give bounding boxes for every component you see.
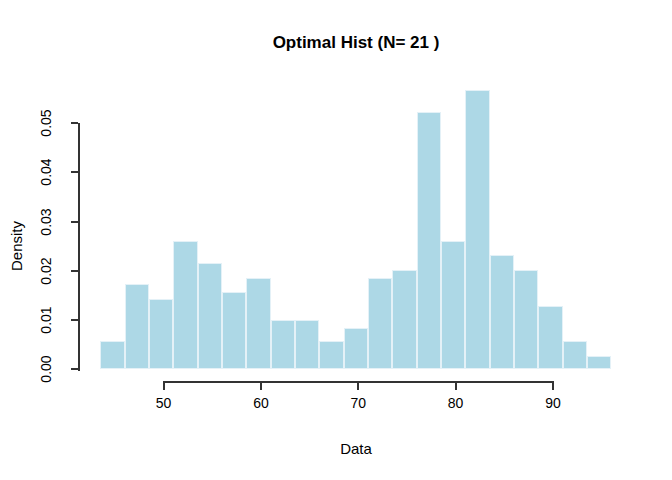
histogram-bar [368, 278, 392, 369]
x-tick-mark [357, 381, 359, 390]
histogram-bar [149, 299, 173, 369]
x-tick-mark [260, 381, 262, 390]
histogram-bar [538, 306, 562, 369]
histogram-bar [465, 90, 489, 369]
histogram-bar [344, 328, 368, 369]
histogram-bar [587, 356, 611, 369]
histogram-bar [417, 112, 441, 369]
y-tick-label: 0.05 [38, 110, 54, 137]
histogram-bar [173, 241, 197, 369]
x-tick-label: 60 [253, 395, 269, 411]
x-axis-title: Data [340, 440, 372, 457]
histogram-bar [125, 284, 149, 369]
x-tick-mark [163, 381, 165, 390]
y-tick-label: 0.04 [38, 159, 54, 186]
y-tick-mark [71, 122, 78, 124]
y-tick-mark [71, 221, 78, 223]
y-tick-label: 0.01 [38, 306, 54, 333]
x-tick-mark [552, 381, 554, 390]
histogram-bar [319, 341, 343, 369]
histogram-figure: Optimal Hist (N= 21 ) Data Density 0.00 0… [0, 0, 672, 480]
y-axis-line [78, 123, 80, 371]
histogram-bar [490, 255, 514, 369]
y-tick-mark [71, 319, 78, 321]
y-tick-mark [71, 171, 78, 173]
y-tick-label: 0.00 [38, 355, 54, 382]
y-tick-label: 0.03 [38, 208, 54, 235]
histogram-bar [514, 270, 538, 369]
y-tick-label: 0.02 [38, 257, 54, 284]
y-tick-mark [71, 368, 78, 370]
chart-title: Optimal Hist (N= 21 ) [273, 33, 440, 53]
x-tick-label: 90 [545, 395, 561, 411]
histogram-bar [100, 341, 124, 369]
y-axis-title: Density [8, 221, 25, 271]
histogram-bar [563, 341, 587, 369]
x-tick-mark [455, 381, 457, 390]
histogram-bar [198, 263, 222, 369]
histogram-bar [441, 241, 465, 369]
y-tick-mark [71, 270, 78, 272]
x-tick-label: 80 [448, 395, 464, 411]
histogram-bar [392, 270, 416, 369]
histogram-bar [246, 278, 270, 369]
x-tick-label: 50 [156, 395, 172, 411]
histogram-bar [222, 292, 246, 369]
x-tick-label: 70 [350, 395, 366, 411]
histogram-bar [271, 320, 295, 369]
histogram-bar [295, 320, 319, 369]
